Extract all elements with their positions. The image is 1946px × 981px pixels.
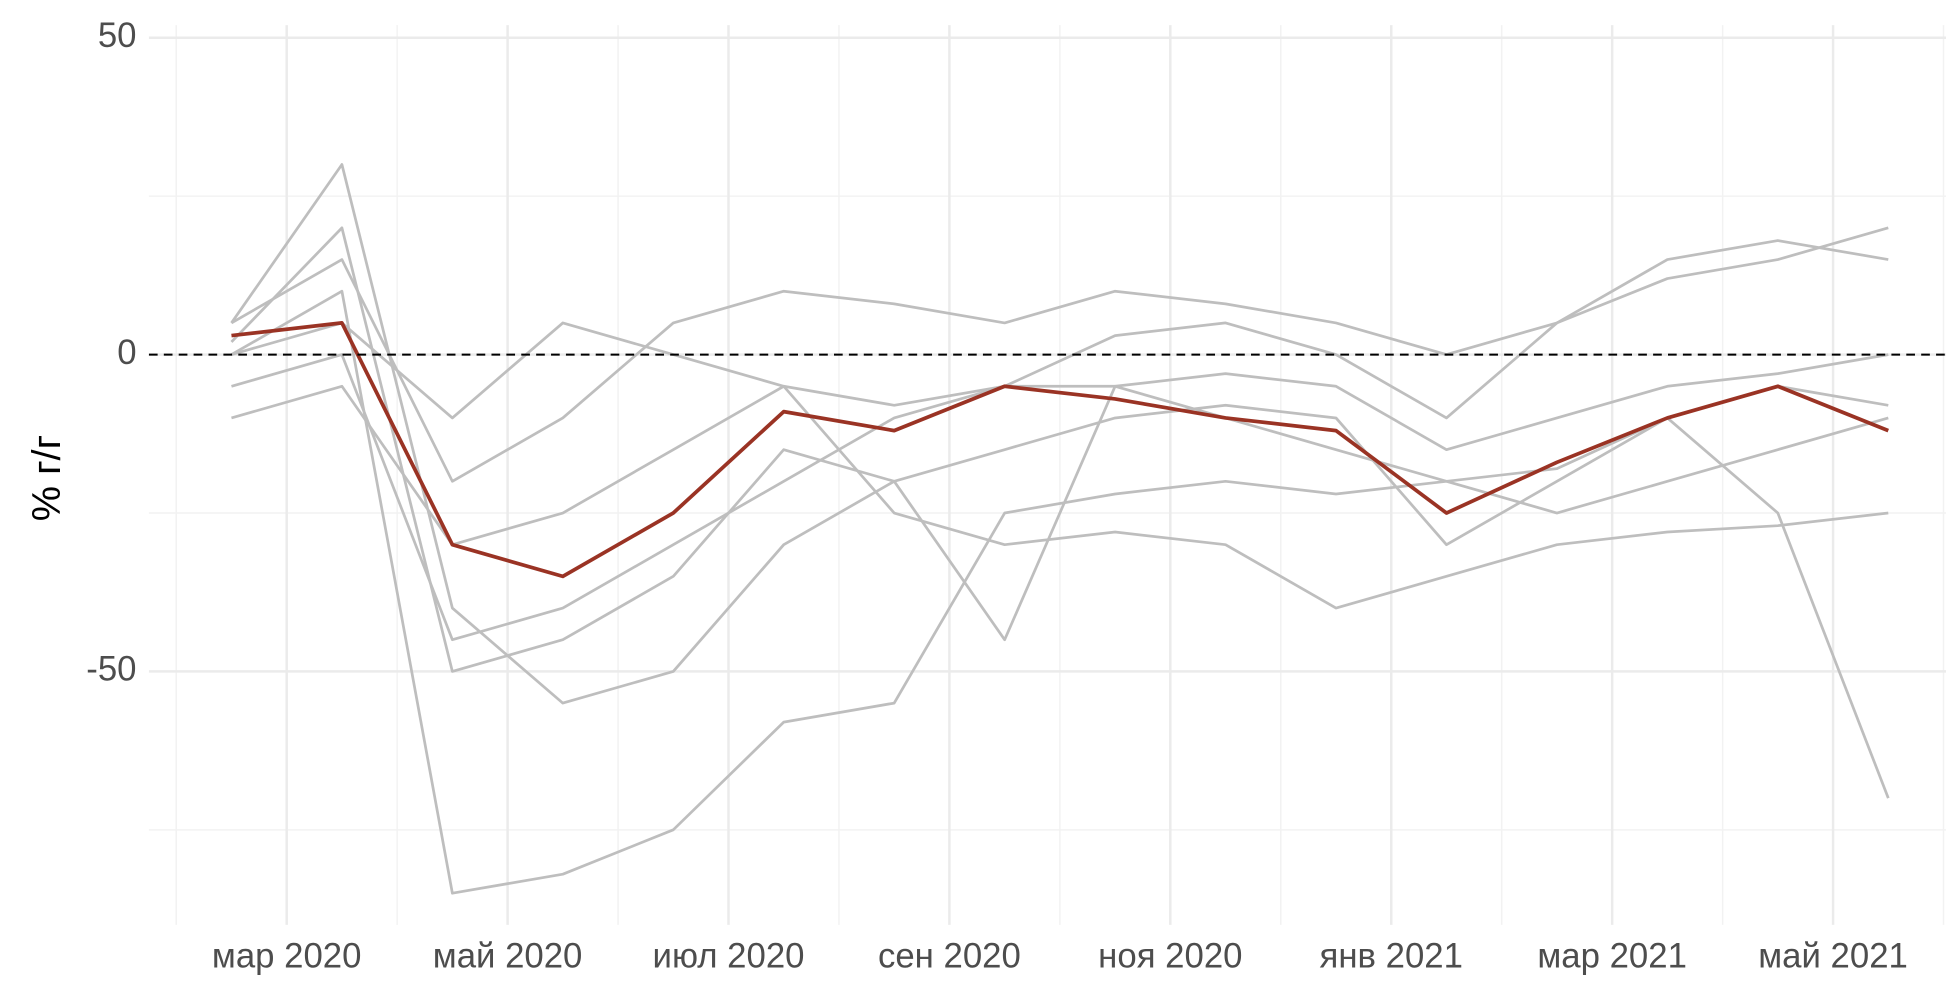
x-tick-label: сен 2020 bbox=[878, 938, 1021, 976]
series-line bbox=[230, 289, 1890, 895]
series-line bbox=[230, 239, 1889, 483]
series-line bbox=[231, 353, 1889, 642]
x-tick-label: май 2020 bbox=[433, 938, 583, 976]
series-line bbox=[231, 226, 1889, 420]
x-tick-label: май 2021 bbox=[1758, 938, 1908, 976]
x-tick-label: мар 2021 bbox=[1537, 938, 1687, 976]
series-line bbox=[231, 321, 1889, 579]
y-tick-label: 0 bbox=[117, 334, 136, 372]
y-axis-label: % г/г bbox=[25, 435, 69, 521]
x-tick-label: июл 2020 bbox=[653, 938, 805, 976]
x-tick-label: мар 2020 bbox=[212, 938, 362, 976]
y-tick-label: 50 bbox=[98, 17, 137, 55]
series-line bbox=[230, 226, 1889, 673]
y-tick-label: -50 bbox=[86, 651, 136, 689]
x-tick-label: ноя 2020 bbox=[1098, 938, 1242, 976]
series-line bbox=[231, 384, 1889, 610]
x-tick-label: янв 2021 bbox=[1320, 938, 1463, 976]
